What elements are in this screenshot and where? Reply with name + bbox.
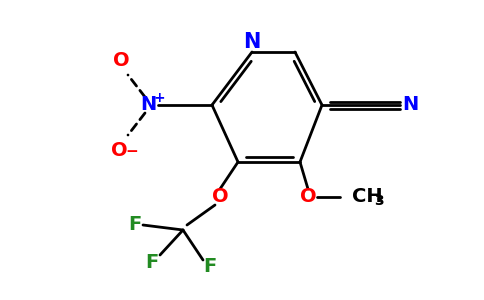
- Text: F: F: [145, 253, 159, 272]
- Text: 3: 3: [374, 194, 384, 208]
- Text: O: O: [113, 50, 129, 70]
- Text: −: −: [126, 143, 138, 158]
- Text: O: O: [111, 142, 127, 160]
- Text: N: N: [243, 32, 261, 52]
- Text: F: F: [203, 257, 217, 277]
- Text: O: O: [300, 188, 317, 206]
- Text: O: O: [212, 188, 228, 206]
- Text: N: N: [402, 95, 418, 115]
- Text: N: N: [140, 95, 156, 115]
- Text: +: +: [153, 91, 165, 105]
- Text: F: F: [128, 215, 142, 235]
- Text: CH: CH: [352, 187, 383, 206]
